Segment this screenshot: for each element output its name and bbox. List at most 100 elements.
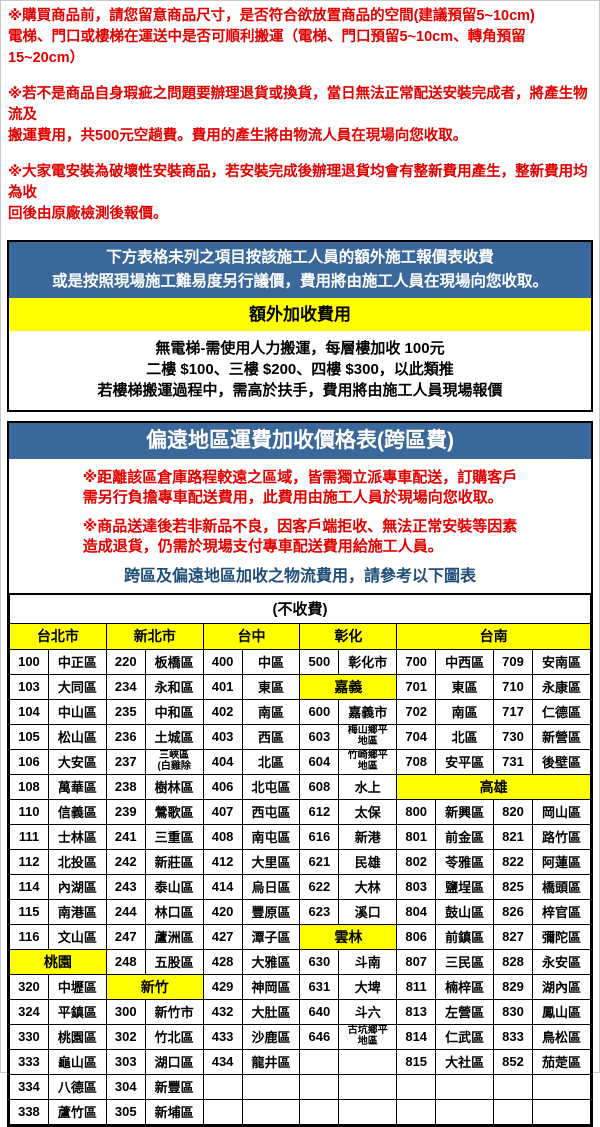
region-name-cell: 竹北區 xyxy=(144,1023,204,1050)
table-row: 111 士林區 241 三重區 408 南屯區 616 新港 801 前金區 821 路竹區 xyxy=(9,823,592,850)
region-name-cell: 大社區 xyxy=(435,1048,495,1075)
region-name-cell: 斗南 xyxy=(338,948,398,975)
region-name-cell: 鳥松區 xyxy=(531,1023,592,1050)
region-code-cell: 731 xyxy=(493,748,533,775)
region-code-cell: 104 xyxy=(9,698,49,725)
region-name-cell: 文山區 xyxy=(47,923,107,950)
region-code-cell: 420 xyxy=(202,898,243,925)
empty-cell xyxy=(299,1073,340,1100)
region-name-cell: 林口區 xyxy=(144,898,204,925)
table-row: 324 平鎮區 300 新竹市 432 大肚區 640 斗六 813 左營區 830 鳳山區 xyxy=(9,998,592,1025)
region-code-cell: 623 xyxy=(299,898,340,925)
region-code-cell: 242 xyxy=(105,848,146,875)
region-code-cell: 105 xyxy=(9,723,49,750)
table-row: 330 桃園區 302 竹北區 433 沙鹿區 646 古坑鄉平 地區 814 仁武區 833 鳥松區 xyxy=(9,1023,592,1050)
region-name-cell: 樹林區 xyxy=(144,773,204,800)
region-code-cell: 407 xyxy=(202,798,243,825)
region-name-cell: 蘆洲區 xyxy=(144,923,204,950)
text-line: 搬運費用，共500元空趟費。費用的產生將由物流人員在現場向您收取。 xyxy=(8,128,468,144)
text-line: ※商品送達後若非新品不良，因客戶端拒收、無法正常安裝等因素 xyxy=(82,518,518,535)
region-code-cell: 801 xyxy=(396,823,437,850)
region-code-cell: 708 xyxy=(396,748,437,775)
region-name-cell: 三峽區 (白雞除 xyxy=(144,748,204,775)
region-name-cell: 大雅區 xyxy=(241,948,301,975)
region-code-cell: 401 xyxy=(202,673,243,700)
empty-cell xyxy=(299,1048,340,1075)
text-line: 下方表格未列之項目按該施工人員的額外施工報價表收費 xyxy=(106,249,494,266)
region-name-cell: 阿蓮區 xyxy=(531,848,592,875)
region-code-cell: 814 xyxy=(396,1023,437,1050)
table-row: 116 文山區 247 蘆洲區 427 潭子區 雲林 806 前鎮區 827 彌陀區 xyxy=(9,923,592,950)
region-name-cell: 南屯區 xyxy=(241,823,301,850)
region-name-cell: 南區 xyxy=(435,698,495,725)
table-row: 100 中正區 220 板橋區 400 中區 500 彰化市 700 中西區 709 安南區 xyxy=(9,648,592,675)
region-name-cell: 大肚區 xyxy=(241,998,301,1025)
region-code-cell: 234 xyxy=(105,673,146,700)
warning-paragraph: ※大家電安裝為破壞性安裝商品，若安裝完成後辦理退貨均會有整新費用產生，整新費用均… xyxy=(8,162,592,225)
region-code-cell: 806 xyxy=(396,923,437,950)
region-name-cell: 龍井區 xyxy=(241,1048,301,1075)
region-code-cell: 324 xyxy=(9,998,49,1025)
region-name-cell: 竹崎鄉平 地區 xyxy=(338,748,398,775)
empty-cell xyxy=(338,1073,398,1100)
table-row: 桃園 248 五股區 428 大雅區 630 斗南 807 三民區 828 永安區 xyxy=(9,948,592,975)
city-header-row: 台北市 新北市 台中 彰化 台南 xyxy=(9,622,591,650)
region-name-cell: 西區 xyxy=(241,723,301,750)
section-gap xyxy=(0,412,600,421)
region-code-cell: 802 xyxy=(396,848,437,875)
table-row: 108 萬華區 238 樹林區 406 北屯區 608 水上 高雄 xyxy=(9,773,591,800)
region-name-cell: 萬華區 xyxy=(47,773,107,800)
region-name-cell: 彰化市 xyxy=(338,648,398,675)
region-code-cell: 427 xyxy=(202,923,243,950)
region-code-cell: 236 xyxy=(105,723,146,750)
extra-fee-header: 下方表格未列之項目按該施工人員的額外施工報價表收費 或是按照現場施工難易度另行議價… xyxy=(9,242,591,298)
table-row: 338 蘆竹區 305 新埔區 xyxy=(9,1098,592,1125)
region-name-cell: 鳳山區 xyxy=(531,998,592,1025)
region-code-cell: 334 xyxy=(9,1073,49,1100)
region-name-cell: 安平區 xyxy=(435,748,495,775)
empty-cell xyxy=(493,1073,533,1100)
region-name-cell: 楠梓區 xyxy=(435,973,495,1000)
region-name-cell: 後壁區 xyxy=(531,748,592,775)
region-code-cell: 646 xyxy=(299,1023,340,1050)
region-code-cell: 828 xyxy=(493,948,533,975)
region-code-cell: 239 xyxy=(105,798,146,825)
region-name-cell: 大同區 xyxy=(47,673,107,700)
city-header-cell: 彰化 xyxy=(299,622,398,650)
region-code-cell: 408 xyxy=(202,823,243,850)
region-name-cell: 彌陀區 xyxy=(531,923,592,950)
text-line: 回後由原廠檢測後報價。 xyxy=(8,206,168,222)
region-name-cell: 三重區 xyxy=(144,823,204,850)
region-name-cell: 西屯區 xyxy=(241,798,301,825)
region-name-cell: 水上 xyxy=(338,773,398,800)
region-name-cell: 東區 xyxy=(435,673,495,700)
region-name-cell: 茄萣區 xyxy=(531,1048,592,1075)
region-name-cell: 沙鹿區 xyxy=(241,1023,301,1050)
region-name-cell: 內湖區 xyxy=(47,873,107,900)
text-line: 若樓梯搬運過程中，需高於扶手，費用將由施工人員現場報價 xyxy=(97,382,503,399)
region-code-cell: 630 xyxy=(299,948,340,975)
region-code-cell: 333 xyxy=(9,1048,49,1075)
city-header-cell: 桃園 xyxy=(9,948,107,975)
city-header-cell: 台南 xyxy=(396,622,591,650)
region-name-cell: 中正區 xyxy=(47,648,107,675)
region-code-cell: 821 xyxy=(493,823,533,850)
text-line: ※大家電安裝為破壞性安裝商品，若安裝完成後辦理退貨均會有整新費用產生，整新費用均… xyxy=(8,164,588,201)
region-name-cell: 南區 xyxy=(241,698,301,725)
region-code-cell: 829 xyxy=(493,973,533,1000)
region-name-cell: 古坑鄉平 地區 xyxy=(338,1023,398,1050)
region-name-cell: 三民區 xyxy=(435,948,495,975)
region-code-cell: 112 xyxy=(9,848,49,875)
remote-fee-box: 偏遠地區運費加收價格表(跨區費) ※距離該區倉庫路程較遠之區域，皆需獨立派專車配… xyxy=(7,421,593,1127)
warning-paragraph: ※購買商品前，請您留意商品尺寸，是否符合欲放置商品的空間(建議預留5~10cm)… xyxy=(8,6,592,69)
region-name-cell: 泰山區 xyxy=(144,873,204,900)
region-name-cell: 梓官區 xyxy=(531,898,592,925)
table-row: 104 中山區 235 中和區 402 南區 600 嘉義市 702 南區 717 仁德區 xyxy=(9,698,592,725)
region-name-cell: 北區 xyxy=(435,723,495,750)
text-line: 造成退貨，仍需於現場支付專車配送費用給施工人員。 xyxy=(82,538,443,555)
region-code-cell: 622 xyxy=(299,873,340,900)
region-code-cell: 403 xyxy=(202,723,243,750)
region-code-cell: 103 xyxy=(9,673,49,700)
region-name-cell: 湖內區 xyxy=(531,973,592,1000)
region-code-cell: 248 xyxy=(105,948,146,975)
